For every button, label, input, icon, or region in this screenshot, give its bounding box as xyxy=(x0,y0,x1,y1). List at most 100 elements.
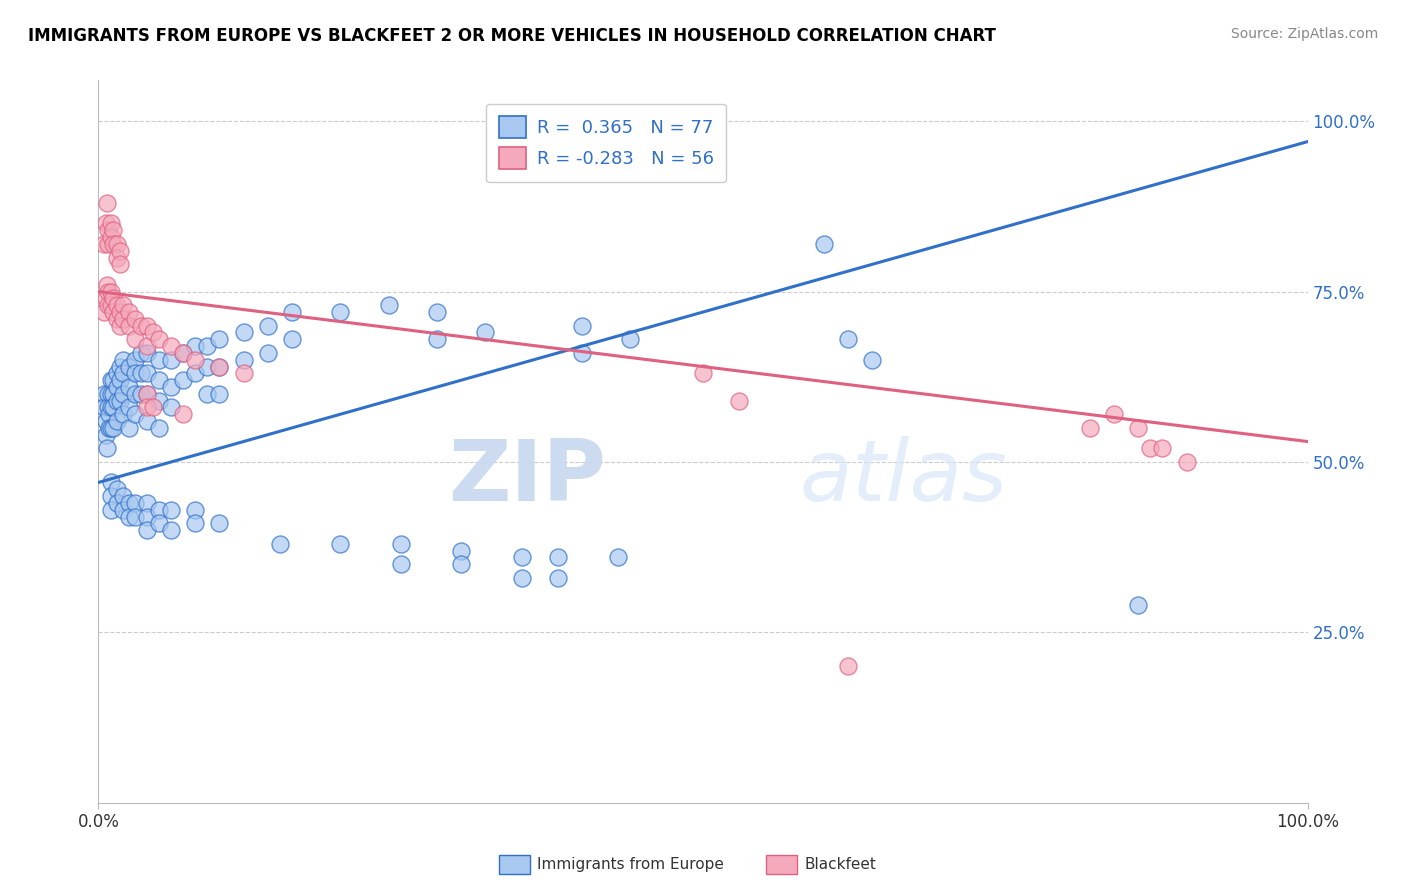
Point xyxy=(105,251,128,265)
Point xyxy=(135,387,157,401)
Point xyxy=(100,401,122,415)
Point xyxy=(93,236,115,251)
Point xyxy=(101,292,124,306)
Point xyxy=(450,543,472,558)
Point xyxy=(135,509,157,524)
Point xyxy=(728,393,751,408)
Point xyxy=(208,516,231,531)
Point xyxy=(142,326,165,340)
Point xyxy=(269,537,291,551)
Point xyxy=(101,236,124,251)
Point xyxy=(98,421,121,435)
Point xyxy=(105,380,128,394)
Point xyxy=(129,346,152,360)
Point xyxy=(111,387,134,401)
Point xyxy=(232,367,254,381)
Point xyxy=(256,318,278,333)
Text: Source: ZipAtlas.com: Source: ZipAtlas.com xyxy=(1230,27,1378,41)
Point xyxy=(860,352,883,367)
Point xyxy=(160,352,183,367)
Point xyxy=(111,298,134,312)
Point xyxy=(329,305,352,319)
Point xyxy=(118,305,141,319)
Point xyxy=(98,407,121,421)
Point xyxy=(101,421,124,435)
Point xyxy=(148,352,170,367)
Point xyxy=(184,502,207,516)
Point xyxy=(108,373,131,387)
Point xyxy=(160,523,183,537)
Point xyxy=(124,352,146,367)
Point xyxy=(160,380,183,394)
Point xyxy=(160,502,183,516)
Point xyxy=(426,332,449,346)
Legend: R =  0.365   N = 77, R = -0.283   N = 56: R = 0.365 N = 77, R = -0.283 N = 56 xyxy=(486,103,727,182)
Point xyxy=(148,393,170,408)
Point xyxy=(1175,455,1198,469)
Point xyxy=(281,332,304,346)
Point xyxy=(256,346,278,360)
Point xyxy=(813,236,835,251)
Point xyxy=(510,571,533,585)
Point xyxy=(135,346,157,360)
Point xyxy=(94,292,117,306)
Point xyxy=(101,401,124,415)
Point xyxy=(105,496,128,510)
Point xyxy=(208,359,231,374)
Point xyxy=(97,387,120,401)
Point xyxy=(184,367,207,381)
Point xyxy=(195,387,218,401)
Point xyxy=(329,537,352,551)
Point xyxy=(97,223,120,237)
Point xyxy=(108,305,131,319)
Point xyxy=(135,523,157,537)
Point xyxy=(837,659,859,673)
Point xyxy=(389,558,412,572)
Point xyxy=(148,421,170,435)
Point xyxy=(105,298,128,312)
Point xyxy=(100,373,122,387)
Point xyxy=(142,401,165,415)
Point xyxy=(94,414,117,428)
Point xyxy=(118,359,141,374)
Point xyxy=(281,305,304,319)
Point xyxy=(108,359,131,374)
Point xyxy=(1078,421,1101,435)
Point xyxy=(135,367,157,381)
Point xyxy=(1128,421,1150,435)
Point xyxy=(118,421,141,435)
Point xyxy=(108,257,131,271)
Point xyxy=(96,196,118,211)
Point xyxy=(208,332,231,346)
Point xyxy=(232,326,254,340)
Point xyxy=(124,311,146,326)
Point xyxy=(571,346,593,360)
Point xyxy=(93,387,115,401)
Point xyxy=(837,332,859,346)
Point xyxy=(105,311,128,326)
Point xyxy=(100,475,122,490)
Point xyxy=(100,298,122,312)
Point xyxy=(124,367,146,381)
Point xyxy=(108,318,131,333)
Point xyxy=(101,373,124,387)
Point xyxy=(547,571,569,585)
Point xyxy=(135,414,157,428)
Point xyxy=(195,339,218,353)
Point xyxy=(172,373,194,387)
Text: IMMIGRANTS FROM EUROPE VS BLACKFEET 2 OR MORE VEHICLES IN HOUSEHOLD CORRELATION : IMMIGRANTS FROM EUROPE VS BLACKFEET 2 OR… xyxy=(28,27,995,45)
Point xyxy=(571,318,593,333)
Point xyxy=(148,332,170,346)
Point xyxy=(1152,442,1174,456)
Point xyxy=(100,502,122,516)
Point xyxy=(426,305,449,319)
Point xyxy=(96,442,118,456)
Point xyxy=(389,537,412,551)
Point xyxy=(148,516,170,531)
Point xyxy=(111,367,134,381)
Text: atlas: atlas xyxy=(800,436,1008,519)
Point xyxy=(474,326,496,340)
Point xyxy=(172,346,194,360)
Point xyxy=(105,236,128,251)
Point xyxy=(129,387,152,401)
